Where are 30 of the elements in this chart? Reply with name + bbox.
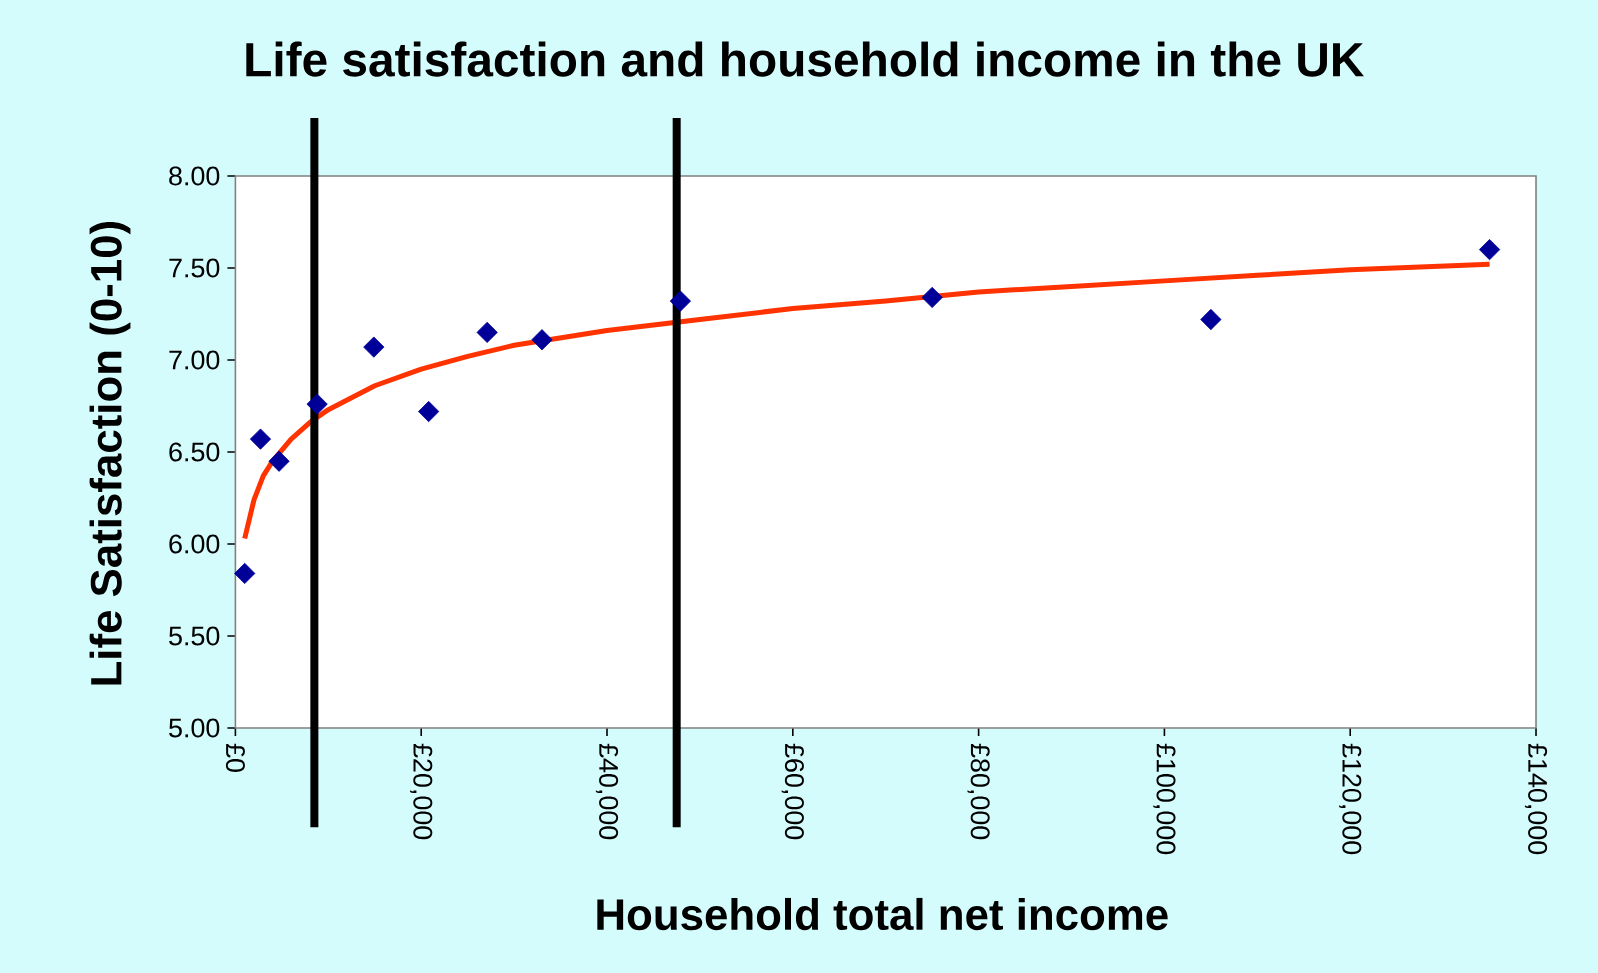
point: [268, 450, 290, 472]
x-tick-label: £140,000: [1524, 743, 1548, 855]
y-tick-label: 6.50: [169, 442, 220, 462]
y-tick-label: 5.00: [169, 718, 220, 738]
x-tick-label: £100,000: [1153, 743, 1176, 855]
point: [1478, 239, 1501, 261]
y-tick-label: 6.00: [169, 534, 220, 554]
x-axis-title: Household total net income: [597, 897, 1168, 931]
x-tick-label: £60,000: [781, 743, 804, 840]
x-tick-label: £120,000: [1339, 743, 1362, 855]
y-tick-label: 7.50: [169, 258, 220, 278]
x-tick-label: £0: [225, 743, 245, 772]
x-tick-label: £80,000: [967, 743, 990, 840]
point: [363, 336, 385, 358]
y-axis-title: Life Satisfaction (0-10): [89, 222, 131, 685]
point: [306, 393, 328, 415]
x-tick-label: £40,000: [595, 743, 619, 840]
chart-title: Life satisfaction and household income in the UK: [246, 41, 1364, 77]
point: [531, 329, 553, 351]
point: [1200, 308, 1222, 331]
x-tick-label: £20,000: [410, 743, 433, 840]
y-tick-label: 8.00: [169, 166, 220, 186]
y-tick-label: 5.50: [169, 626, 220, 646]
y-tick-label: 7.00: [169, 350, 220, 370]
point: [921, 286, 943, 309]
point: [669, 290, 691, 312]
point: [249, 428, 272, 450]
point: [234, 562, 256, 585]
point: [418, 400, 440, 423]
point: [476, 321, 498, 343]
